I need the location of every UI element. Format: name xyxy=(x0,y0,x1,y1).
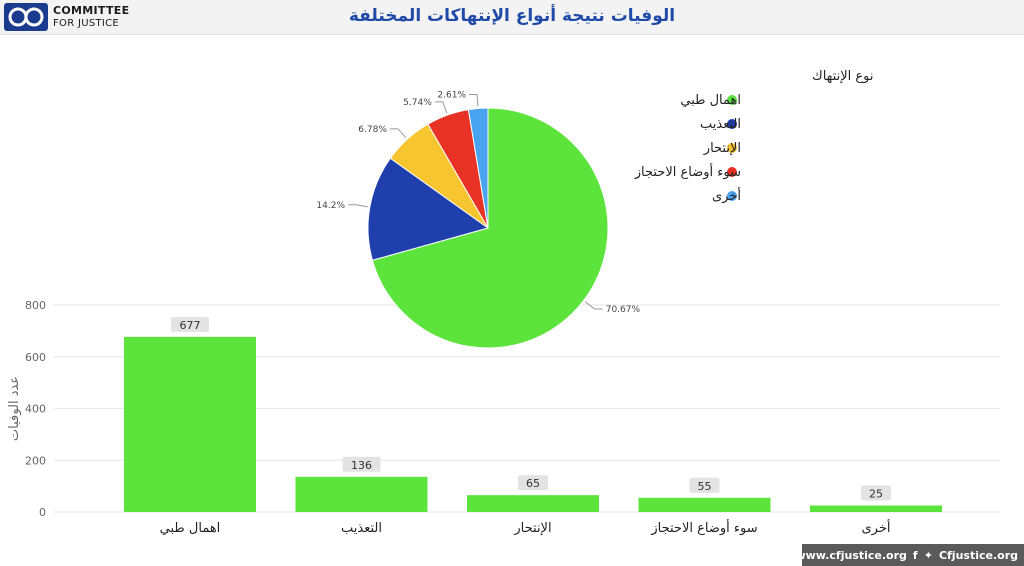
bar xyxy=(295,476,428,512)
header-bar: COMMITTEE FOR JUSTICE الوفيات نتيجة أنوا… xyxy=(0,0,1024,35)
pie-leader-line xyxy=(584,301,603,310)
value-label-bg xyxy=(861,485,891,501)
pie-data-label: 70.67% xyxy=(606,305,641,315)
legend-swatch xyxy=(727,191,737,201)
legend-label: سوء أوضاع الاحتجاز xyxy=(634,163,741,180)
pie-slice xyxy=(467,107,489,229)
legend-swatch xyxy=(727,119,737,129)
legend-swatch xyxy=(727,167,737,177)
pie-data-label: 2.61% xyxy=(437,90,466,100)
page-title: الوفيات نتيجة أنواع الإنتهاكات المختلفة xyxy=(348,6,676,26)
y-tick-label: 800 xyxy=(25,299,46,312)
pie-slice xyxy=(371,107,609,349)
y-axis-label: عدد الوفيات xyxy=(7,376,22,441)
chart-canvas: 0 200 400 600 800 عدد الوفيات 677 اهمال طبي 136 ا… xyxy=(7,69,1000,536)
legend-swatch xyxy=(727,143,737,153)
bar xyxy=(810,505,942,512)
legend-swatch xyxy=(727,95,737,105)
y-tick-label: 200 xyxy=(25,454,46,467)
twitter-icon[interactable]: ✦ xyxy=(923,548,933,562)
footer-bar: ◍ www.cfjustice.org f ✦ Cfjustice.org xyxy=(780,544,1024,566)
logo-text: COMMITTEE FOR JUSTICE xyxy=(53,4,129,30)
x-tick-label: التعذيب xyxy=(341,521,382,536)
value-label: 55 xyxy=(698,480,712,493)
value-label-bg xyxy=(342,456,381,472)
pie-leader-line xyxy=(348,204,368,208)
logo-line-2: FOR JUSTICE xyxy=(53,18,120,29)
globe-icon: ◍ xyxy=(779,548,790,562)
x-tick-label: أخرى xyxy=(862,519,891,536)
pie-leader-line xyxy=(434,101,448,114)
value-label: 677 xyxy=(180,319,201,332)
legend-title: نوع الإنتهاك xyxy=(812,69,873,84)
value-label: 25 xyxy=(869,488,883,501)
pie-slice xyxy=(367,157,490,261)
x-tick-label: سوء أوضاع الاحتجاز xyxy=(650,519,757,536)
value-label-bg xyxy=(171,316,209,332)
y-tick-label: 600 xyxy=(25,351,46,364)
footer-website[interactable]: www.cfjustice.org xyxy=(795,548,907,562)
legend-label: الإنتحار xyxy=(703,141,741,156)
y-tick-label: 400 xyxy=(25,403,46,416)
pie-data-label: 5.74% xyxy=(403,98,432,108)
pie-data-label: 14.2% xyxy=(316,201,345,211)
bar xyxy=(467,495,599,512)
value-label-bg xyxy=(689,477,720,493)
facebook-icon[interactable]: f xyxy=(912,548,918,562)
y-tick-label: 0 xyxy=(39,506,46,519)
pie-leader-line xyxy=(469,93,479,107)
bar xyxy=(638,497,771,512)
logo-icon xyxy=(4,3,48,31)
pie-leader-line xyxy=(389,128,407,139)
logo-line-1: COMMITTEE xyxy=(53,4,130,17)
pie-data-label: 6.78% xyxy=(358,125,387,135)
value-label: 136 xyxy=(351,459,372,472)
bar xyxy=(124,336,256,512)
x-tick-label: الإنتحار xyxy=(513,521,551,536)
legend-label: التعذيب xyxy=(700,117,741,132)
value-label: 65 xyxy=(526,477,540,490)
value-label-bg xyxy=(518,475,548,491)
legend-label: اهمال طبي xyxy=(680,93,741,108)
legend-label: أخرى xyxy=(712,187,741,204)
footer-handle[interactable]: Cfjustice.org xyxy=(938,548,1018,562)
x-tick-label: اهمال طبي xyxy=(160,521,221,536)
